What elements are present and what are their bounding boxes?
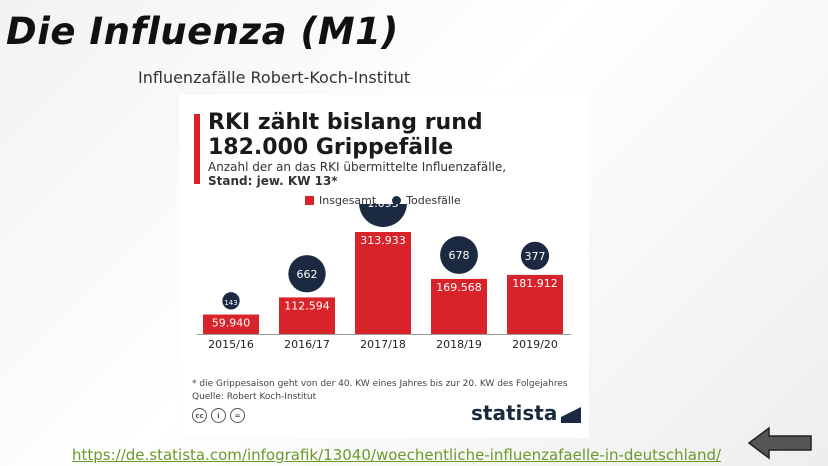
chart-headline: RKI zählt bislang rund 182.000 Grippefäl… [208, 110, 578, 160]
death-bubble [359, 204, 407, 227]
headline-line1: RKI zählt bislang rund [208, 110, 483, 135]
statista-logo-icon [561, 407, 582, 423]
x-tick-label: 2017/18 [360, 338, 406, 351]
cc-icon: cc [192, 408, 207, 423]
desc-line1: Anzahl der an das RKI übermittelte Influ… [208, 160, 507, 174]
headline-line2: 182.000 Grippefälle [208, 135, 454, 160]
slide-subtitle: Influenzafälle Robert-Koch-Institut [138, 68, 411, 87]
death-bubble [440, 236, 478, 274]
bar-insgesamt [507, 274, 563, 334]
statista-logo: statista [471, 401, 582, 425]
death-value-label: 662 [297, 268, 318, 281]
bar-insgesamt [431, 278, 487, 334]
no-derivatives-icon: = [230, 408, 245, 423]
bar-value-label: 59.940 [212, 317, 251, 330]
death-value-label: 678 [449, 249, 470, 262]
attribution-icon: i [211, 408, 226, 423]
bar-value-label: 313.933 [360, 234, 406, 247]
arrow-left-icon [747, 426, 812, 460]
bar-insgesamt [279, 297, 335, 334]
death-bubble [222, 292, 240, 310]
bar-insgesamt [355, 232, 411, 334]
desc-line2-bold: Stand: jew. KW 13* [208, 174, 338, 188]
back-arrow-button[interactable] [747, 426, 814, 465]
x-tick-label: 2016/17 [284, 338, 330, 351]
bar-value-label: 169.568 [436, 281, 482, 294]
death-bubble [520, 241, 550, 270]
infographic-card: RKI zählt bislang rund 182.000 Grippefäl… [179, 94, 589, 438]
license-icons: cc i = [192, 408, 245, 423]
bar-chart: 59.940 143 2015/16 112.594 662 2016/17 313.933… [197, 204, 571, 351]
x-tick-label: 2018/19 [436, 338, 482, 351]
x-tick-label: 2019/20 [512, 338, 558, 351]
chart-description: Anzahl der an das RKI übermittelte Influ… [208, 160, 578, 188]
chart-footnote: * die Grippesaison geht von der 40. KW e… [192, 378, 568, 404]
death-value-label: 143 [224, 299, 237, 307]
death-bubble [288, 255, 326, 293]
footnote-source: Quelle: Robert Koch-Institut [192, 392, 317, 402]
slide-title: Die Influenza (M1) [6, 10, 399, 53]
bar-insgesamt [203, 314, 259, 334]
legend-label-todesfaelle: Todesfälle [406, 194, 461, 207]
footnote-line1: * die Grippesaison geht von der 40. KW e… [192, 379, 568, 389]
x-tick-label: 2015/16 [208, 338, 254, 351]
legend-swatch-navy [392, 196, 402, 205]
bar-value-label: 181.912 [512, 277, 558, 290]
bar-value-label: 112.594 [284, 299, 330, 312]
accent-bar [194, 114, 200, 184]
statista-wordmark: statista [471, 401, 558, 425]
death-value-label: 1.095 [367, 204, 399, 210]
death-value-label: 377 [525, 250, 546, 263]
legend-swatch-red [305, 196, 314, 205]
legend-item-todesfaelle: Todesfälle [392, 194, 461, 207]
desc-line2: Stand: jew. KW 13* [208, 174, 578, 188]
source-link[interactable]: https://de.statista.com/infografik/13040… [72, 446, 722, 464]
